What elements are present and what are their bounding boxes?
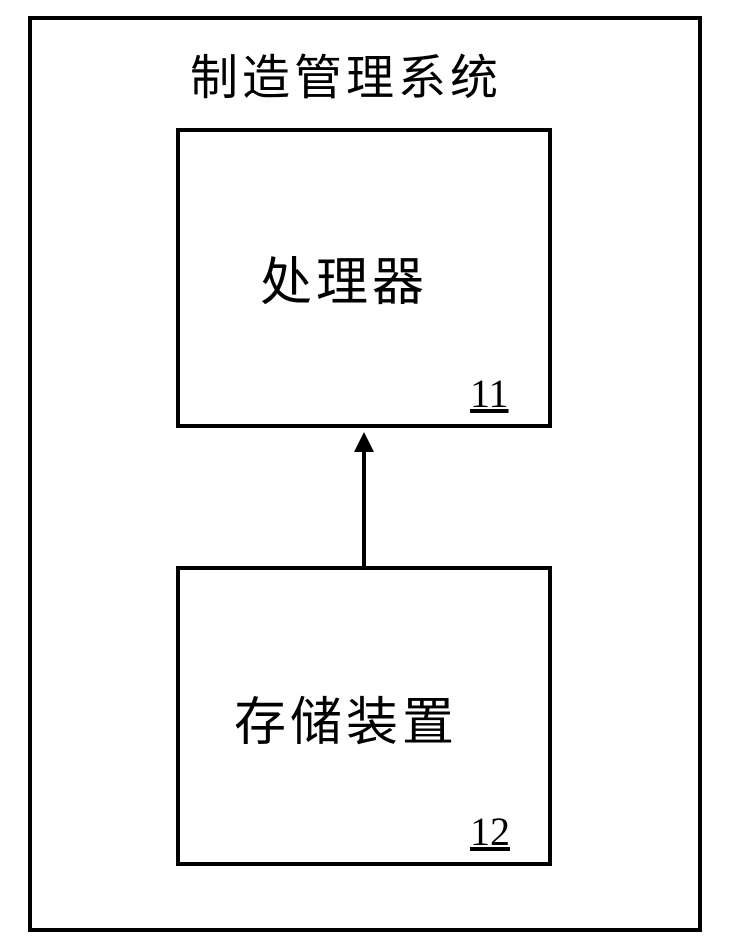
processor-label: 处理器 — [260, 240, 428, 315]
diagram-title: 制造管理系统 — [190, 38, 502, 108]
arrow-line — [362, 450, 366, 566]
processor-number: 11 — [470, 370, 509, 417]
arrow-head-icon — [354, 432, 374, 452]
storage-number: 12 — [470, 808, 510, 855]
storage-label: 存储装置 — [234, 680, 458, 755]
